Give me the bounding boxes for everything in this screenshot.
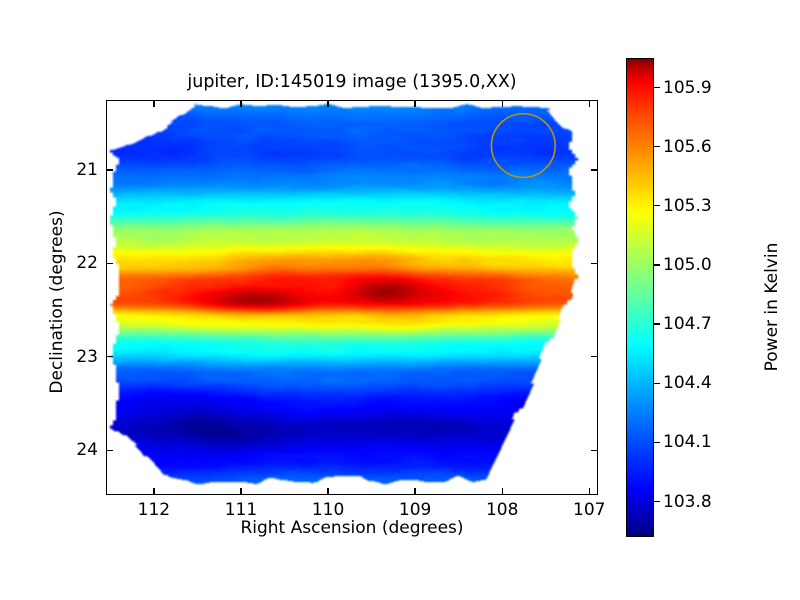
colorbar[interactable] (626, 58, 654, 537)
colorbar-tick-label-105.0: 105.0 (663, 254, 712, 275)
x-tick-label-111: 111 (224, 500, 258, 520)
y-tick-23 (106, 262, 113, 265)
colorbar-tick-label-103.8: 103.8 (663, 491, 712, 512)
x-tick-107 (588, 488, 590, 495)
x-tick-109 (414, 488, 416, 495)
page-title: jupiter, ID:145019 image (1395.0,XX) (187, 72, 517, 92)
x-tick-label-107: 107 (573, 500, 606, 520)
y-tick-21 (106, 449, 113, 451)
x-tick-111 (240, 100, 242, 107)
colorbar-tick-label-104.1: 104.1 (663, 432, 712, 453)
y-tick-21 (591, 449, 598, 451)
colorbar-tick-label-104.7: 104.7 (663, 314, 712, 335)
colorbar-label: Power in Kelvin (762, 242, 782, 372)
colorbar-tick-103.8 (654, 500, 660, 503)
x-tick-112 (153, 488, 155, 495)
x-tick-label-109: 109 (398, 500, 432, 520)
x-tick-label-108: 108 (485, 500, 519, 520)
image-axes[interactable] (106, 100, 598, 495)
y-tick-24 (106, 169, 113, 171)
x-tick-label-112: 112 (137, 500, 171, 520)
heatmap-image (107, 101, 597, 494)
x-tick-110 (327, 488, 329, 495)
annotation-overlay (490, 112, 556, 179)
y-tick-24 (591, 169, 598, 171)
colorbar-tick-104.4 (654, 382, 660, 384)
x-tick-110 (327, 100, 329, 107)
y-axis-label: Declination (degrees) (47, 210, 67, 394)
x-axis-label: Right Ascension (degrees) (240, 518, 464, 538)
colorbar-tick-105.9 (654, 86, 660, 89)
x-tick-108 (501, 488, 503, 495)
x-tick-108 (501, 100, 503, 107)
colorbar-tick-104.7 (654, 323, 660, 325)
x-tick-107 (588, 100, 590, 107)
colorbar-tick-104.1 (654, 441, 660, 444)
x-tick-112 (153, 100, 155, 107)
colorbar-tick-105.0 (654, 264, 660, 266)
x-tick-109 (414, 100, 416, 107)
y-tick-label-21: 24 (76, 440, 98, 461)
y-tick-23 (591, 262, 598, 265)
colorbar-tick-label-105.9: 105.9 (663, 77, 712, 98)
x-tick-111 (240, 488, 242, 495)
colorbar-tick-105.3 (654, 205, 660, 207)
y-tick-22 (106, 356, 113, 358)
y-tick-22 (591, 356, 598, 358)
y-tick-label-24: 21 (76, 160, 98, 181)
y-tick-label-23: 22 (76, 253, 98, 274)
colorbar-tick-label-105.6: 105.6 (663, 136, 712, 157)
x-tick-label-110: 110 (311, 500, 345, 520)
colorbar-tick-105.6 (654, 146, 660, 148)
source-circle-annotation (490, 112, 556, 179)
colorbar-tick-label-104.4: 104.4 (663, 373, 712, 394)
colorbar-tick-label-105.3: 105.3 (663, 195, 712, 216)
y-tick-label-22: 23 (76, 346, 98, 367)
